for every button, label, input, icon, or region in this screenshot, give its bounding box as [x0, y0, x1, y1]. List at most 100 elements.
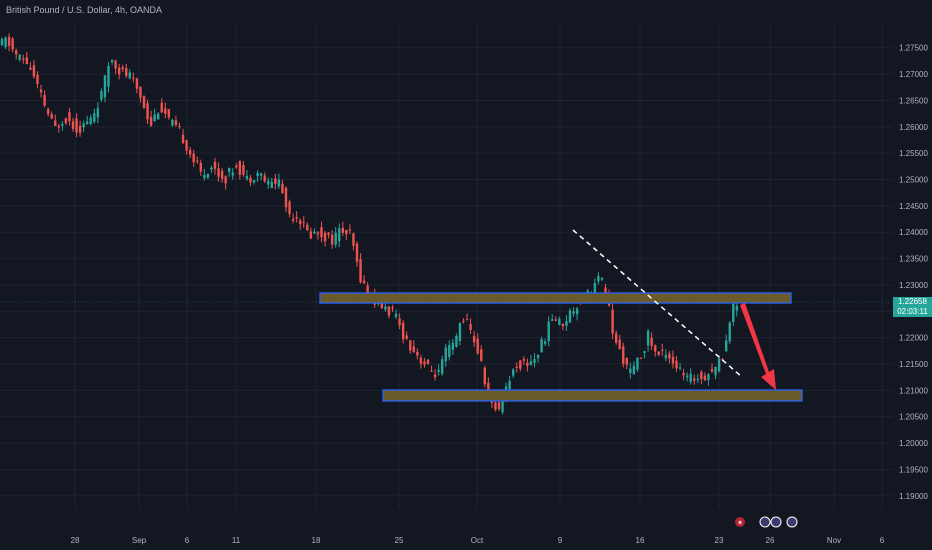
candle-body: [323, 232, 327, 242]
y-tick-label: 1.20500: [899, 413, 928, 422]
y-tick-label: 1.23000: [899, 281, 928, 290]
candle-body: [717, 358, 721, 372]
candle-body: [636, 357, 639, 370]
candle-body: [192, 153, 195, 163]
candle-body: [622, 346, 625, 364]
price-axis[interactable]: 1.19000 1.19500 1.20000 1.20500 1.21000 1.215…: [899, 44, 928, 501]
candle-body: [220, 170, 224, 179]
candle-body: [728, 322, 731, 342]
candle-body: [639, 357, 643, 359]
candle-body: [71, 121, 75, 129]
candle-body: [536, 355, 540, 359]
candle-body: [309, 231, 313, 239]
candle-body: [25, 57, 29, 64]
candle-body: [125, 68, 128, 76]
candle-body: [224, 176, 227, 184]
candle-body: [625, 357, 628, 365]
y-tick-label: 1.25500: [899, 149, 928, 158]
candle-body: [472, 336, 476, 343]
candle-body: [288, 201, 291, 215]
candle-body: [366, 285, 369, 296]
candle-body: [54, 120, 57, 126]
candle-body: [497, 402, 501, 410]
candle-body: [721, 359, 724, 361]
candle-body: [128, 72, 131, 79]
candle-body: [707, 374, 710, 381]
chart-title: British Pound / U.S. Dollar, 4h, OANDA: [6, 5, 163, 15]
candle-body: [398, 318, 401, 326]
x-tick-label: 11: [232, 536, 241, 545]
candle-body: [380, 300, 384, 309]
us-flag-icon[interactable]: [770, 516, 782, 528]
candle-body: [330, 234, 334, 245]
candle-body: [313, 231, 316, 234]
candle-body: [558, 318, 561, 325]
candle-body: [551, 319, 554, 321]
candle-body: [206, 173, 210, 178]
candle-body: [561, 323, 565, 327]
candle-body: [689, 373, 692, 382]
candle-body: [96, 108, 100, 118]
us-flag-icon[interactable]: [759, 516, 771, 528]
candle-body: [0, 39, 4, 46]
candle-body: [256, 172, 259, 177]
resistance-zone[interactable]: [319, 292, 792, 304]
candle-body: [508, 380, 511, 390]
candle-body: [316, 232, 320, 235]
economic-events[interactable]: ✶: [735, 516, 798, 528]
candle-body: [657, 351, 660, 355]
candle-body: [696, 379, 699, 381]
candle-body: [103, 75, 107, 98]
candle-body: [160, 102, 163, 113]
candle-body: [693, 378, 696, 381]
candle-body: [597, 276, 600, 282]
candle-body: [238, 160, 242, 175]
candle-body: [423, 361, 426, 365]
candle-body: [710, 369, 714, 372]
candle-body: [57, 125, 60, 128]
event-icon[interactable]: [735, 517, 745, 527]
candle-body: [46, 108, 50, 115]
candle-body: [678, 367, 682, 369]
y-tick-label: 1.24500: [899, 202, 928, 211]
candle-body: [242, 165, 245, 175]
x-tick-label: Oct: [471, 536, 484, 545]
candle-body: [117, 67, 121, 75]
candle-body: [675, 360, 678, 369]
candle-body: [614, 333, 618, 343]
candle-body: [302, 222, 305, 224]
candle-body: [671, 356, 675, 364]
candlestick-series: [0, 33, 739, 415]
y-tick-label: 1.23500: [899, 255, 928, 264]
candle-body: [394, 313, 398, 317]
candle-body: [153, 114, 156, 121]
x-tick-label: 6: [185, 536, 190, 545]
candle-body: [462, 320, 465, 322]
candle-body: [139, 86, 142, 98]
candle-body: [654, 345, 657, 352]
drawing-annotations[interactable]: [319, 229, 803, 402]
y-tick-label: 1.25000: [899, 176, 928, 185]
candle-body: [277, 179, 281, 187]
x-tick-label: 28: [71, 536, 80, 545]
candle-body: [174, 120, 178, 125]
candle-body: [228, 167, 231, 173]
time-axis[interactable]: 28 Sep 6 11 18 25 Oct 9 16 23 26 Nov 6: [71, 536, 885, 545]
candle-body: [110, 60, 114, 63]
candle-body: [543, 341, 547, 344]
candle-body: [668, 353, 671, 359]
candle-body: [593, 283, 597, 295]
support-zone[interactable]: [382, 389, 803, 402]
bearish-arrow[interactable]: [740, 303, 776, 390]
downtrend-line[interactable]: [572, 229, 743, 378]
candle-body: [157, 113, 160, 120]
candle-body: [469, 324, 472, 330]
us-flag-icon[interactable]: [786, 516, 798, 528]
candle-body: [259, 173, 263, 176]
candle-body: [458, 323, 462, 342]
candle-body: [185, 140, 188, 151]
candle-body: [82, 123, 85, 128]
candle-body: [661, 349, 664, 351]
candle-body: [547, 321, 550, 342]
